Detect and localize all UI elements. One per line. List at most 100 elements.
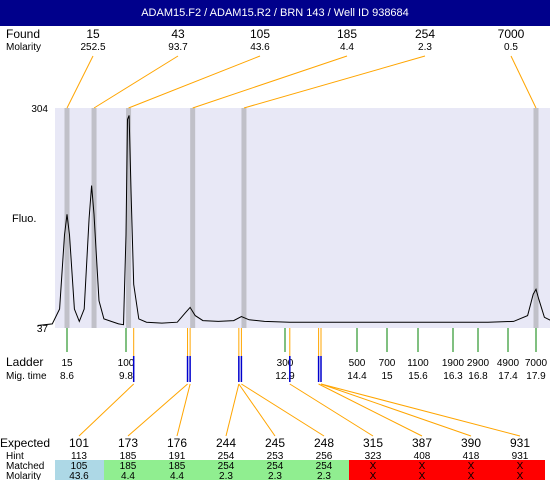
y-tick-min: 37 xyxy=(37,324,49,335)
found-connector xyxy=(66,55,94,109)
ladder-mig-time-label: 15.6 xyxy=(408,371,428,382)
expected-size: 315 xyxy=(363,436,383,450)
mig-time-label: Mig. time xyxy=(6,371,47,382)
hint-label: Hint xyxy=(6,451,24,462)
found-label: Found xyxy=(6,27,40,41)
expected-connector xyxy=(320,383,521,437)
ladder-mig-time-label: 17.4 xyxy=(498,371,518,382)
ladder-size-label: 15 xyxy=(61,358,73,369)
ladder-mig-time-label: 8.6 xyxy=(60,371,74,382)
matched-value: 105 xyxy=(71,461,88,472)
hint-value: 191 xyxy=(169,451,186,462)
matched-value: X xyxy=(468,461,475,472)
expected-cell xyxy=(300,460,349,480)
found-marker-band xyxy=(126,108,132,328)
ladder-size-label: 500 xyxy=(349,358,366,369)
ladder-mig-time-label: 17.9 xyxy=(526,371,546,382)
ladder-label: Ladder xyxy=(6,355,43,369)
ladder-mig-time-label: 9.8 xyxy=(119,371,133,382)
found-connector xyxy=(93,55,179,109)
matched-molarity-value: X xyxy=(370,471,377,480)
expected-cell xyxy=(398,460,447,480)
expected-size: 931 xyxy=(510,436,530,450)
expected-cell xyxy=(496,460,545,480)
expected-connector xyxy=(238,383,276,437)
matched-value: 254 xyxy=(218,461,235,472)
plot-area xyxy=(55,108,550,328)
matched-value: X xyxy=(419,461,426,472)
found-molarity-label: 0.5 xyxy=(504,42,518,53)
expected-connector xyxy=(289,383,374,437)
matched-value: X xyxy=(370,461,377,472)
expected-connector xyxy=(241,383,325,437)
matched-molarity-value: 2.3 xyxy=(268,471,282,480)
matched-value: 254 xyxy=(267,461,284,472)
matched-molarity-value: 4.4 xyxy=(170,471,184,480)
expected-connector xyxy=(318,383,423,437)
matched-molarity-value: 43.6 xyxy=(69,471,89,480)
found-molarity-label: 43.6 xyxy=(250,42,270,53)
expected-cell xyxy=(55,460,104,480)
hint-value: 254 xyxy=(218,451,235,462)
found-size-label: 185 xyxy=(337,27,357,41)
expected-cell xyxy=(349,460,398,480)
expected-connector xyxy=(176,383,191,437)
hint-value: 185 xyxy=(120,451,137,462)
expected-cell xyxy=(447,460,496,480)
found-connector xyxy=(128,55,261,109)
y-axis-label: Fluo. xyxy=(12,213,36,225)
expected-size: 176 xyxy=(167,436,187,450)
found-molarity-label: 2.3 xyxy=(418,42,432,53)
found-connector xyxy=(510,55,537,109)
expected-label: Expected xyxy=(0,436,50,450)
ladder-mig-time-label: 16.8 xyxy=(468,371,488,382)
expected-connector xyxy=(78,383,135,437)
y-tick-max: 304 xyxy=(31,104,48,115)
hint-value: 323 xyxy=(365,451,382,462)
ladder-mig-time-label: 12.9 xyxy=(275,371,295,382)
expected-cell xyxy=(202,460,251,480)
expected-cell xyxy=(251,460,300,480)
ladder-size-label: 300 xyxy=(277,358,294,369)
hint-value: 113 xyxy=(71,451,87,462)
molarity-label: Molarity xyxy=(6,42,41,53)
ladder-size-label: 4900 xyxy=(497,358,520,369)
hint-value: 253 xyxy=(267,451,284,462)
found-marker-band xyxy=(241,108,247,328)
matched-molarity-value: X xyxy=(468,471,475,480)
matched-molarity-value: 2.3 xyxy=(317,471,331,480)
found-connector xyxy=(192,55,348,109)
hint-value: 408 xyxy=(414,451,431,462)
matched-value: X xyxy=(517,461,524,472)
expected-size: 248 xyxy=(314,436,334,450)
ladder-size-label: 100 xyxy=(118,358,135,369)
found-connector xyxy=(243,55,426,109)
hint-value: 256 xyxy=(316,451,333,462)
expected-cell xyxy=(104,460,153,480)
found-size-label: 7000 xyxy=(498,27,525,41)
found-molarity-label: 4.4 xyxy=(340,42,354,53)
ladder-size-label: 7000 xyxy=(525,358,548,369)
hint-value: 418 xyxy=(463,451,480,462)
found-molarity-label: 252.5 xyxy=(80,42,105,53)
expected-size: 390 xyxy=(461,436,481,450)
matched-molarity-value: 4.4 xyxy=(121,471,135,480)
found-marker-band xyxy=(533,108,539,328)
found-size-label: 105 xyxy=(250,27,270,41)
ladder-size-label: 700 xyxy=(379,358,396,369)
molarity-bottom-label: Molarity xyxy=(6,471,41,480)
found-size-label: 254 xyxy=(415,27,435,41)
matched-molarity-value: X xyxy=(419,471,426,480)
matched-value: 185 xyxy=(169,461,186,472)
found-size-label: 43 xyxy=(171,27,185,41)
found-size-label: 15 xyxy=(86,27,100,41)
matched-molarity-value: X xyxy=(517,471,524,480)
matched-value: 185 xyxy=(120,461,137,472)
expected-size: 387 xyxy=(412,436,432,450)
matched-label: Matched xyxy=(6,461,44,472)
found-molarity-label: 93.7 xyxy=(168,42,188,53)
trace-line xyxy=(37,115,550,326)
expected-size: 245 xyxy=(265,436,285,450)
matched-value: 254 xyxy=(316,461,333,472)
